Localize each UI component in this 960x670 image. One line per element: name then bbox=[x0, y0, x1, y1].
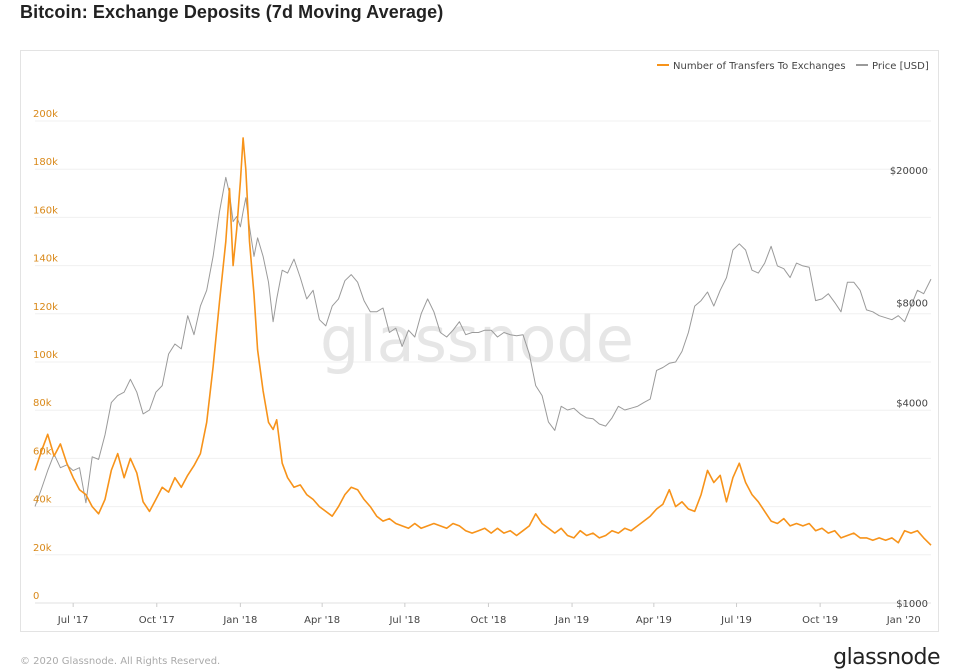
x-tick-label: Apr '18 bbox=[304, 615, 340, 626]
x-tick-label: Oct '19 bbox=[802, 615, 838, 626]
x-tick-label: Jul '17 bbox=[57, 615, 89, 626]
y-axis-left: 0 20k 40k 60k 80k 100k 120k 140k 160k 180k 200k bbox=[33, 109, 58, 602]
chart-container: glassnode 0 20k 40k 60k 80k 100k 120k 140k 160k 1… bbox=[20, 50, 939, 632]
x-tick-label: Jan '20 bbox=[886, 615, 921, 626]
x-tick-label: Apr '19 bbox=[636, 615, 672, 626]
y-right-tick-label: $1000 bbox=[896, 599, 928, 610]
legend: Number of Transfers To Exchanges Price [U… bbox=[657, 61, 929, 72]
series-line-transfers bbox=[34, 137, 932, 546]
y-axis-right: $1000 $4000 $8000 $20000 bbox=[890, 166, 928, 610]
y-left-tick-label: 200k bbox=[33, 109, 58, 120]
watermark: glassnode bbox=[320, 303, 634, 376]
glassnode-logo[interactable]: glassnode bbox=[833, 645, 940, 670]
y-left-tick-label: 40k bbox=[33, 495, 52, 506]
legend-label: Number of Transfers To Exchanges bbox=[673, 61, 846, 72]
series-line-price bbox=[34, 176, 932, 507]
footer-copyright: © 2020 Glassnode. All Rights Reserved. bbox=[20, 656, 221, 667]
x-tick-label: Oct '17 bbox=[139, 615, 175, 626]
y-left-tick-label: 180k bbox=[33, 157, 58, 168]
x-axis: Jul '17 Oct '17 Jan '18 Apr '18 Jul '18 Oct '… bbox=[57, 603, 921, 626]
y-left-tick-label: 120k bbox=[33, 302, 58, 313]
y-left-tick-label: 80k bbox=[33, 398, 52, 409]
legend-label: Price [USD] bbox=[872, 61, 929, 72]
page-title: Bitcoin: Exchange Deposits (7d Moving Av… bbox=[20, 2, 444, 22]
y-right-tick-label: $8000 bbox=[896, 298, 928, 309]
y-left-tick-label: 0 bbox=[33, 591, 39, 602]
series-layer bbox=[34, 137, 932, 546]
x-tick-label: Jul '19 bbox=[720, 615, 752, 626]
x-tick-label: Jan '18 bbox=[222, 615, 257, 626]
y-left-tick-label: 100k bbox=[33, 350, 58, 361]
gridlines bbox=[35, 120, 931, 604]
y-left-tick-label: 140k bbox=[33, 254, 58, 265]
x-tick-label: Jan '19 bbox=[554, 615, 589, 626]
x-tick-label: Jul '18 bbox=[388, 615, 420, 626]
legend-item-transfers[interactable]: Number of Transfers To Exchanges bbox=[657, 61, 846, 72]
legend-item-price[interactable]: Price [USD] bbox=[856, 61, 929, 72]
y-left-tick-label: 60k bbox=[33, 446, 52, 457]
y-right-tick-label: $20000 bbox=[890, 166, 928, 177]
chart-svg: glassnode 0 20k 40k 60k 80k 100k 120k 140k 160k 1… bbox=[33, 61, 932, 626]
y-left-tick-label: 20k bbox=[33, 543, 52, 554]
y-left-tick-label: 160k bbox=[33, 205, 58, 216]
y-right-tick-label: $4000 bbox=[896, 399, 928, 410]
x-tick-label: Oct '18 bbox=[470, 615, 506, 626]
